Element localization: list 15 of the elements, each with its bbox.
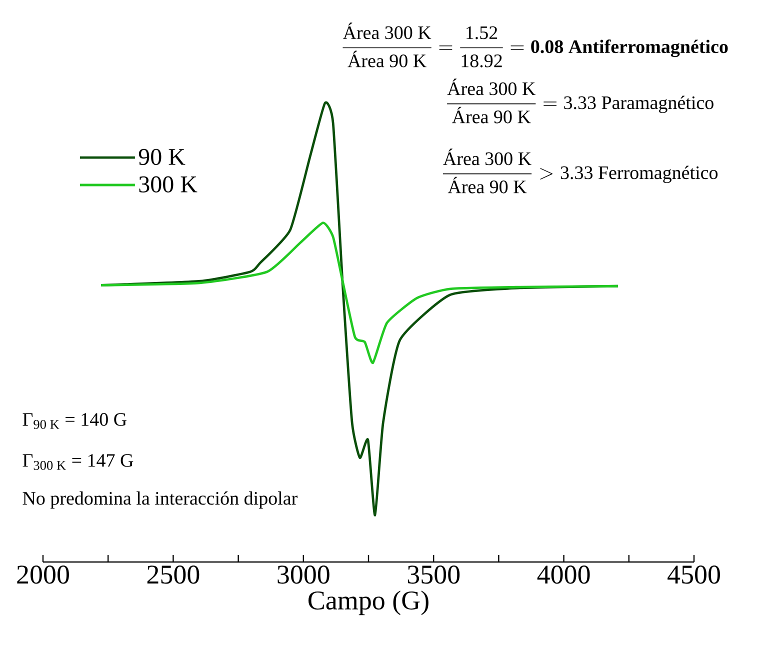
x-tick-label: 4000 <box>537 566 590 584</box>
x-tick-label: 2500 <box>147 566 200 584</box>
x-axis-title: Campo (G) <box>308 590 428 616</box>
x-tick-label: 3500 <box>408 566 460 584</box>
legend-label: 300 K <box>139 176 198 192</box>
x-tick-label: 3000 <box>278 566 330 584</box>
text: $\frac{\text{Área 300 K}}{\text{Área 90 K}}=\frac{\text{1.52}}{\text{18.92}}=\textbf{0.08 Antiferromagnético}$ <box>342 22 728 68</box>
x-tick-label: 2000 <box>17 566 69 584</box>
annotation: No predomina la interacción dipolar <box>22 491 298 509</box>
annotation: Γ$_{300 K}$ = 147 G <box>22 454 134 470</box>
legend-label: 90 K <box>138 148 186 166</box>
annotation: $\frac{\text{Área 300 K}}{\text{Área 90 K}}=\text{3.33 Paramagnético}$ <box>447 78 714 124</box>
annotation: Γ$_{90 K}$ = 140 G <box>22 413 127 429</box>
x-tick-label: 4500 <box>668 566 720 584</box>
annotation: $\frac{\text{Área 300 K}}{\text{Área 90 K}}>\text{3.33 Ferromagnético}$ <box>442 148 718 194</box>
